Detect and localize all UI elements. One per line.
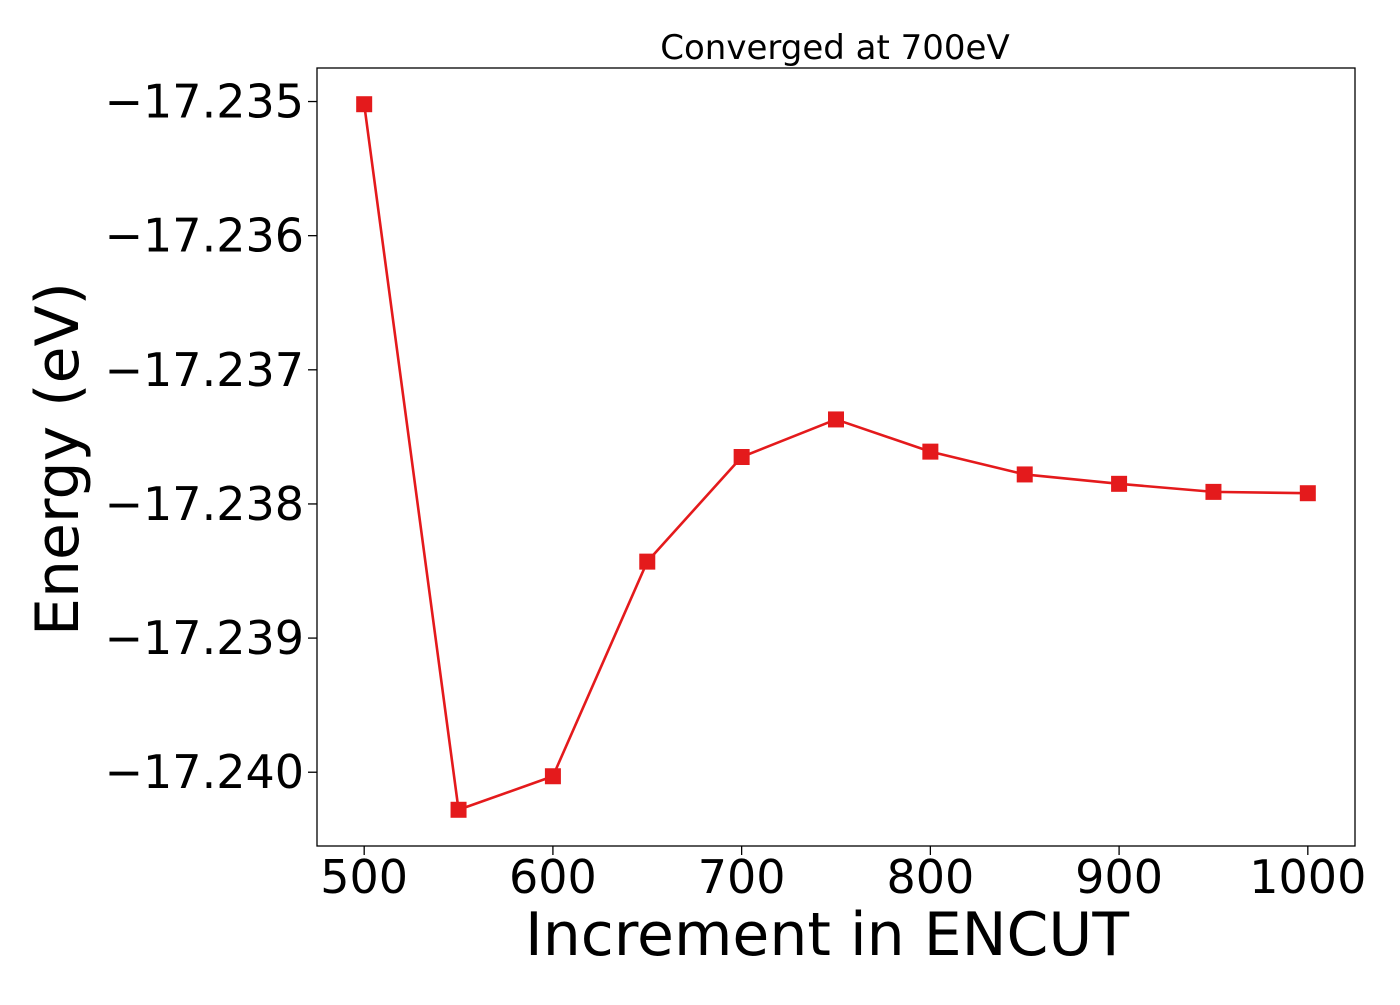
x-tick-label: 800 [886,850,974,904]
y-tick-label: −17.239 [105,611,305,665]
y-tick-label: −17.236 [105,209,305,263]
plot-area-frame [316,67,1356,847]
series-layer [356,96,1316,818]
data-point [356,96,373,113]
data-point [922,443,939,460]
x-axis: 500 600 700 800 900 1000 [320,846,1366,904]
data-point [544,768,561,785]
x-tick-label: 700 [698,850,786,904]
y-axis: −17.235 −17.236 −17.237 −17.238 −17.239 −17.2… [105,75,317,799]
data-point [1299,485,1316,502]
data-point [639,553,656,570]
data-point [450,801,467,818]
x-tick-label: 600 [509,850,597,904]
y-axis-label: Energy (eV) [23,282,93,636]
data-point [1016,466,1033,483]
y-tick-label: −17.240 [105,745,305,799]
data-point [733,449,750,465]
y-tick-label: −17.235 [105,75,305,129]
data-point [1205,483,1222,500]
data-point [1111,475,1128,492]
series-line [362,104,1308,812]
x-tick-label: 500 [320,850,408,904]
y-tick-label: −17.238 [105,477,305,531]
y-tick-label: −17.237 [105,343,305,397]
data-point [828,411,844,428]
x-tick-label: 900 [1075,850,1163,904]
x-tick-label: 1000 [1249,850,1366,904]
x-axis-label: Increment in ENCUT [525,900,1129,970]
chart-title: Converged at 700eV [660,28,1009,68]
